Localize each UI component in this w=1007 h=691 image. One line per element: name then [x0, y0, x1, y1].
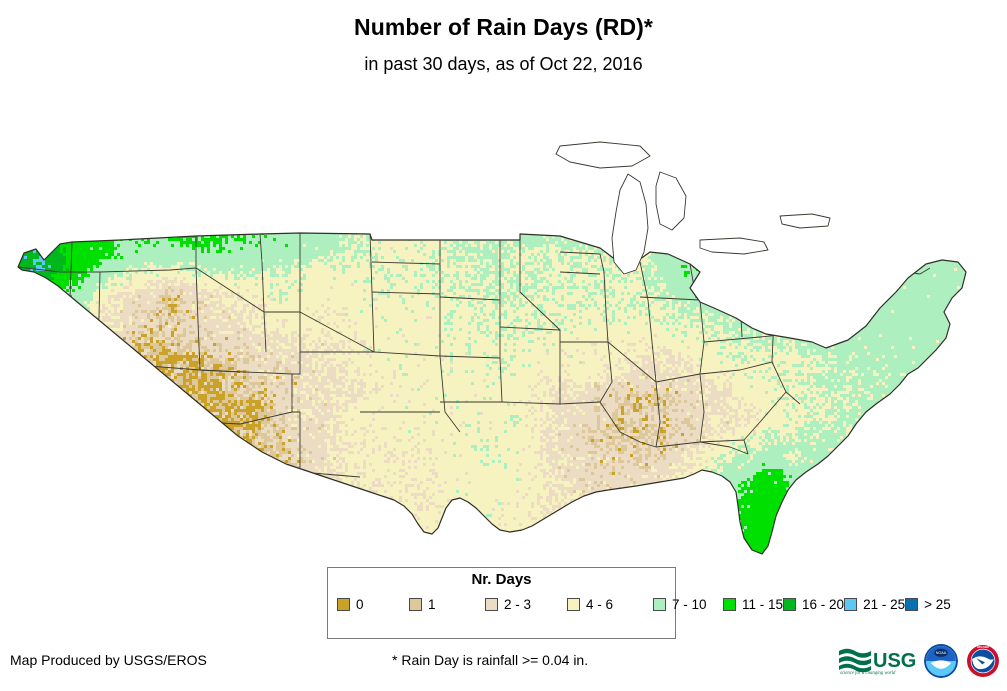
legend-swatch: [485, 598, 498, 611]
legend-label: 11 - 15: [742, 598, 783, 612]
noaa-logo: NOAA: [924, 644, 958, 678]
legend: Nr. Days 0 1 2 - 3 4 - 6 7 - 10 11 - 15 16 - 2…: [327, 567, 951, 639]
legend-label: 0: [356, 598, 364, 612]
legend-entry: 11 - 15: [723, 595, 783, 614]
legend-label: > 25: [924, 598, 951, 612]
legend-entry: 4 - 6: [567, 595, 653, 614]
legend-label: 2 - 3: [504, 598, 531, 612]
legend-swatch: [844, 598, 858, 611]
legend-label: 4 - 6: [586, 598, 613, 612]
title-block: Number of Rain Days (RD)* in past 30 day…: [0, 0, 1007, 75]
legend-swatch: [783, 598, 797, 611]
legend-entry: 0: [337, 595, 409, 614]
usgs-logo-text: USGS: [873, 650, 916, 672]
agency-logos: USGS science for a changing world NOAA W…: [838, 641, 1000, 681]
legend-entry: 1: [409, 595, 485, 614]
legend-label: 7 - 10: [672, 598, 707, 612]
legend-swatch: [905, 598, 919, 611]
map-svg: [17, 141, 967, 555]
legend-label: 16 - 20: [802, 598, 844, 612]
legend-label: 1: [428, 598, 436, 612]
rain-days-map: [0, 112, 1007, 557]
legend-entry: 2 - 3: [485, 595, 567, 614]
legend-entries: 0 1 2 - 3 4 - 6 7 - 10 11 - 15 16 - 20 21 - 25 >…: [337, 595, 951, 614]
legend-entry: > 25: [905, 595, 951, 614]
usgs-logo-tagline: science for a changing world: [840, 671, 896, 676]
rain-day-footnote: * Rain Day is rainfall >= 0.04 in.: [392, 652, 588, 668]
legend-entry: 7 - 10: [653, 595, 723, 614]
legend-entry: 16 - 20: [783, 595, 844, 614]
legend-swatch: [567, 598, 580, 611]
noaa-logo-text: NOAA: [936, 651, 947, 655]
page-subtitle: in past 30 days, as of Oct 22, 2016: [0, 40, 1007, 75]
legend-swatch: [337, 598, 350, 611]
legend-title: Nr. Days: [328, 568, 675, 589]
nws-logo-text: WEATHER: [977, 646, 989, 649]
nws-logo: WEATHER: [967, 645, 999, 677]
page-title: Number of Rain Days (RD)*: [0, 14, 1007, 40]
usgs-logo: USGS science for a changing world: [839, 648, 916, 676]
legend-swatch: [723, 598, 736, 611]
legend-label: 21 - 25: [863, 598, 905, 612]
legend-swatch: [653, 598, 666, 611]
legend-swatch: [409, 598, 422, 611]
map-credit: Map Produced by USGS/EROS: [10, 652, 207, 668]
legend-entry: 21 - 25: [844, 595, 905, 614]
